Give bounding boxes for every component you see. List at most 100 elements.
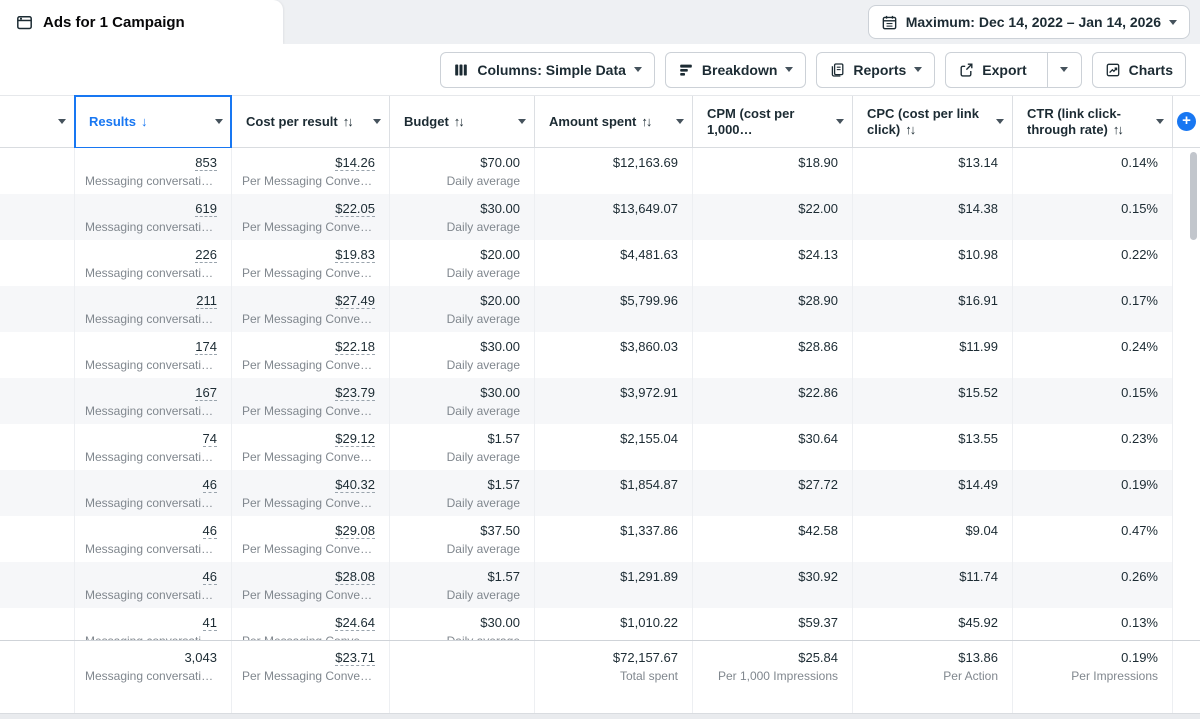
cost-per-result-value[interactable]: $29.12	[335, 431, 375, 447]
charts-button[interactable]: Charts	[1091, 51, 1186, 88]
cost-per-result-value[interactable]: $14.26	[335, 155, 375, 171]
chevron-down-icon[interactable]	[215, 118, 223, 124]
ctr-value: 0.15%	[1121, 385, 1158, 400]
cell-scroll-gutter	[1173, 562, 1200, 608]
cost-per-result-value[interactable]: $24.64	[335, 615, 375, 631]
column-header-amount-spent[interactable]: Amount spent ↑↓	[535, 96, 693, 147]
cost-per-result-value[interactable]: $19.83	[335, 247, 375, 263]
column-header-budget[interactable]: Budget ↑↓	[390, 96, 535, 147]
cpm-value: $30.92	[798, 569, 838, 584]
results-value[interactable]: 211	[196, 293, 217, 309]
column-header-cpm[interactable]: CPM (cost per 1,000…	[693, 96, 853, 147]
column-header-label: CPC (cost per link click)	[867, 105, 979, 137]
results-value[interactable]: 167	[195, 385, 217, 401]
ctr-value: 0.15%	[1121, 201, 1158, 216]
cell-cost-per-result: $23.79 Per Messaging Convers…	[232, 378, 390, 424]
totals-cpm-value: $25.84	[798, 650, 838, 665]
table-header-row: Results ↓ Cost per result ↑↓ Budget ↑↓ Amou…	[0, 95, 1200, 149]
cell-blank	[0, 286, 75, 332]
totals-amount-sublabel: Total spent	[619, 669, 678, 683]
column-header-name[interactable]	[0, 96, 75, 147]
tab-label: Ads for 1 Campaign	[43, 13, 185, 31]
cost-per-result-value[interactable]: $23.79	[335, 385, 375, 401]
cell-cost-per-result: $28.08 Per Messaging Convers…	[232, 562, 390, 608]
cell-amount-spent: $5,799.96	[535, 286, 693, 332]
ads-tab[interactable]: Ads for 1 Campaign	[0, 0, 283, 44]
totals-amount-spent: $72,157.67 Total spent	[535, 641, 693, 713]
chevron-down-icon[interactable]	[996, 118, 1004, 124]
date-range-button[interactable]: Maximum: Dec 14, 2022 – Jan 14, 2026	[867, 5, 1190, 39]
cost-per-result-sublabel: Per Messaging Convers…	[242, 266, 375, 280]
totals-results-sublabel: Messaging conversatio…	[85, 669, 217, 683]
table-row: 174 Messaging conversatio… $22.18 Per Me…	[0, 332, 1200, 378]
chevron-down-icon[interactable]	[836, 118, 844, 124]
cell-cpm: $30.92	[693, 562, 853, 608]
results-value[interactable]: 46	[202, 569, 217, 585]
table-row: 619 Messaging conversatio… $22.05 Per Me…	[0, 194, 1200, 240]
results-sublabel: Messaging conversatio…	[85, 266, 217, 280]
chevron-down-icon[interactable]	[676, 118, 684, 124]
totals-ctr-sublabel: Per Impressions	[1071, 669, 1158, 683]
ctr-value: 0.26%	[1121, 569, 1158, 584]
cost-per-result-value[interactable]: $28.08	[335, 569, 375, 585]
results-value[interactable]: 46	[202, 523, 217, 539]
sort-icon: ↑↓	[1112, 121, 1124, 137]
cell-scroll-gutter	[1173, 424, 1200, 470]
totals-cost-value[interactable]: $23.71	[335, 650, 375, 666]
columns-button[interactable]: Columns: Simple Data	[440, 51, 655, 88]
column-header-label: Cost per result	[246, 113, 338, 129]
reports-button[interactable]: Reports	[816, 51, 936, 88]
cost-per-result-value[interactable]: $40.32	[335, 477, 375, 493]
cost-per-result-sublabel: Per Messaging Convers…	[242, 588, 375, 602]
cost-per-result-value[interactable]: $27.49	[335, 293, 375, 309]
add-column-cell: +	[1173, 96, 1200, 147]
cell-cpm: $42.58	[693, 516, 853, 562]
results-value[interactable]: 853	[195, 155, 217, 171]
results-value[interactable]: 46	[202, 477, 217, 493]
cost-per-result-sublabel: Per Messaging Convers…	[242, 312, 375, 326]
results-value[interactable]: 174	[195, 339, 217, 355]
vertical-scrollbar-thumb[interactable]	[1190, 152, 1197, 240]
column-header-cost-per-result[interactable]: Cost per result ↑↓	[232, 96, 390, 147]
amount-spent-value: $3,860.03	[620, 339, 678, 354]
chevron-down-icon[interactable]	[1156, 118, 1164, 124]
cost-per-result-sublabel: Per Messaging Convers…	[242, 220, 375, 234]
results-value[interactable]: 74	[202, 431, 217, 447]
cell-ctr: 0.26%	[1013, 562, 1173, 608]
cpc-value: $10.98	[958, 247, 998, 262]
column-header-results[interactable]: Results ↓	[74, 95, 232, 149]
cell-amount-spent: $1,337.86	[535, 516, 693, 562]
cost-per-result-value[interactable]: $22.05	[335, 201, 375, 217]
cell-cost-per-result: $29.08 Per Messaging Convers…	[232, 516, 390, 562]
breakdown-button[interactable]: Breakdown	[664, 51, 807, 88]
chevron-down-icon[interactable]	[373, 118, 381, 124]
results-value[interactable]: 619	[195, 201, 217, 217]
cost-per-result-value[interactable]: $22.18	[335, 339, 375, 355]
add-column-button[interactable]: +	[1177, 112, 1196, 131]
chevron-down-icon[interactable]	[58, 118, 66, 124]
results-sublabel: Messaging conversatio…	[85, 174, 217, 188]
column-header-ctr[interactable]: CTR (link click-through rate) ↑↓	[1013, 96, 1173, 147]
cell-results: 46 Messaging conversatio…	[75, 562, 232, 608]
cell-scroll-gutter	[1173, 470, 1200, 516]
column-header-label: CPM (cost per 1,000…	[707, 105, 795, 137]
cpm-value: $28.86	[798, 339, 838, 354]
column-header-cpc[interactable]: CPC (cost per link click) ↑↓	[853, 96, 1013, 147]
budget-value: $30.00	[480, 201, 520, 216]
export-options-button[interactable]	[1046, 52, 1081, 87]
results-value[interactable]: 226	[195, 247, 217, 263]
cost-per-result-value[interactable]: $29.08	[335, 523, 375, 539]
results-value[interactable]: 41	[202, 615, 217, 631]
cell-cpm: $22.00	[693, 194, 853, 240]
cpm-value: $24.13	[798, 247, 838, 262]
cell-results: 226 Messaging conversatio…	[75, 240, 232, 286]
export-button[interactable]: Export	[946, 53, 1038, 87]
cpm-value: $28.90	[798, 293, 838, 308]
top-bar: Ads for 1 Campaign Maximum: Dec 14, 2022…	[0, 0, 1200, 44]
budget-value: $20.00	[480, 293, 520, 308]
breakdown-icon	[678, 62, 694, 78]
chevron-down-icon[interactable]	[518, 118, 526, 124]
cell-cpc: $45.92	[853, 608, 1013, 640]
horizontal-scroll-strip[interactable]	[0, 713, 1200, 719]
table-row: 74 Messaging conversatio… $29.12 Per Mes…	[0, 424, 1200, 470]
